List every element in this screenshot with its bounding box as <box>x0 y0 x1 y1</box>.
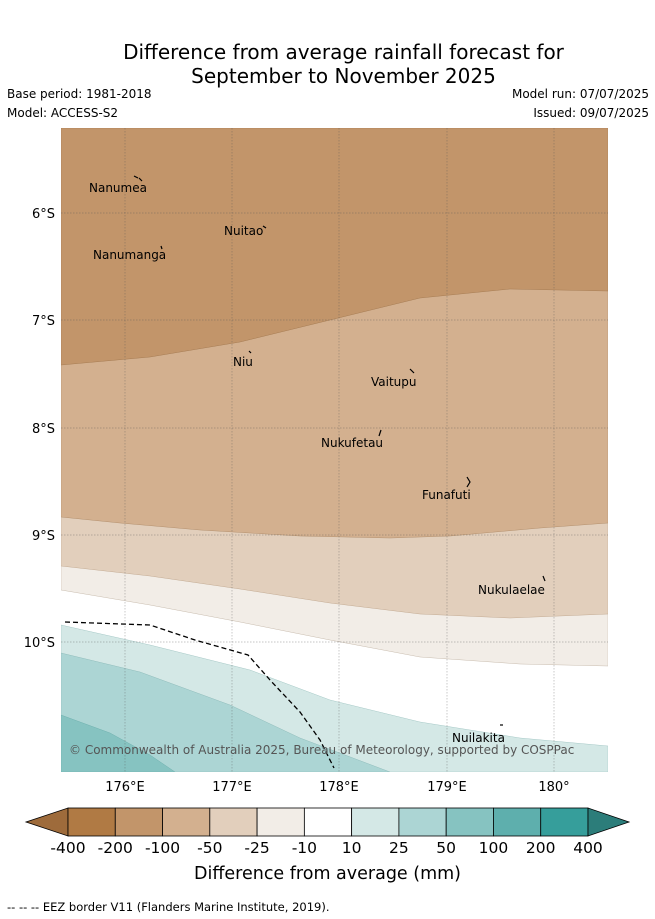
band-50-100 <box>61 714 176 772</box>
island-nuitao <box>262 225 267 229</box>
lat-label-8s: 8°S <box>32 422 55 437</box>
island-vaitupu <box>409 368 415 374</box>
lon-label-178e: 178°E <box>319 780 359 795</box>
band-25-50 <box>61 652 391 772</box>
colorbar-tick-label: -200 <box>97 839 133 857</box>
place-labels: Nanumea Nuitao Nanumanga Niu Vaitupu Nuk… <box>89 181 545 745</box>
island-niu <box>248 350 252 354</box>
map-fill-regions <box>61 128 608 772</box>
colorbar-segment <box>209 807 258 837</box>
lon-label-177e: 177°E <box>212 780 252 795</box>
colorbar-tick-label: 200 <box>525 839 556 857</box>
lon-label-179e: 179°E <box>427 780 467 795</box>
colorbar <box>24 807 631 837</box>
copyright-notice: © Commonwealth of Australia 2025, Bureau… <box>69 743 574 757</box>
model-run: Model run: 07/07/2025 <box>511 87 649 101</box>
lat-label-6s: 6°S <box>32 207 55 222</box>
colorbar-extend-high <box>587 807 631 837</box>
colorbar-tick-label: -10 <box>291 839 318 857</box>
colorbar-tick-label: 25 <box>389 839 409 857</box>
label-nukulaelae: Nukulaelae <box>478 583 545 597</box>
eez-border <box>64 621 335 769</box>
colorbar-segment <box>398 807 447 837</box>
lat-label-7s: 7°S <box>32 314 55 329</box>
label-nanumanga: Nanumanga <box>93 248 166 262</box>
colorbar-segment <box>114 807 163 837</box>
colorbar-tick-label: 50 <box>436 839 457 857</box>
colorbar-tick-label: -25 <box>244 839 270 857</box>
colorbar-segment <box>540 807 589 837</box>
island-nanumea <box>133 175 143 182</box>
model-name: Model: ACCESS-S2 <box>7 106 119 120</box>
base-period: Base period: 1981-2018 <box>7 87 152 101</box>
label-nukufetau: Nukufetau <box>321 436 383 450</box>
title-line-1: Difference from average rainfall forecas… <box>123 40 564 64</box>
colorbar-extend-low <box>24 807 69 837</box>
island-outlines <box>133 175 546 726</box>
lon-axis-labels: 176°E 177°E 178°E 179°E 180° <box>105 780 569 795</box>
island-funafuti <box>466 476 471 488</box>
label-funafuti: Funafuti <box>422 488 471 502</box>
map-title: Difference from average rainfall forecas… <box>0 40 655 88</box>
title-line-2: September to November 2025 <box>191 64 496 88</box>
label-nuilakita: Nuilakita <box>452 731 505 745</box>
label-nanumea: Nanumea <box>89 181 147 195</box>
island-nukufetau <box>378 429 382 437</box>
colorbar-tick-label: 400 <box>573 839 603 857</box>
island-nukulaelae <box>542 575 546 582</box>
colorbar-segment <box>351 807 400 837</box>
colorbar-segment <box>303 807 353 837</box>
issued-date: Issued: 09/07/2025 <box>533 106 649 120</box>
eez-footnote: -- -- -- EEZ border V11 (Flanders Marine… <box>7 900 330 914</box>
colorbar-segment <box>162 807 211 837</box>
label-niu: Niu <box>233 355 253 369</box>
graticule <box>61 128 608 772</box>
lat-axis-labels: 6°S 7°S 8°S 9°S 10°S <box>24 207 55 651</box>
colorbar-segment <box>67 807 116 837</box>
label-nuitao: Nuitao <box>224 224 263 238</box>
label-vaitupu: Vaitupu <box>371 375 417 389</box>
band-minus100-minus200 <box>61 128 608 366</box>
lon-label-180: 180° <box>538 780 569 795</box>
colorbar-tick-label: -400 <box>50 839 86 857</box>
lon-label-176e: 176°E <box>105 780 145 795</box>
colorbar-tick-label: -100 <box>144 839 181 857</box>
lat-label-9s: 9°S <box>32 529 55 544</box>
colorbar-segment <box>493 807 542 837</box>
lat-label-10s: 10°S <box>24 636 55 651</box>
colorbar-title: Difference from average (mm) <box>193 864 462 884</box>
colorbar-tick-label: 100 <box>478 839 509 857</box>
colorbar-segment <box>445 807 494 837</box>
colorbar-tick-label: 10 <box>341 839 362 857</box>
colorbar-segment <box>256 807 305 837</box>
colorbar-tick-label: -50 <box>197 839 223 857</box>
island-nanumanga <box>160 245 163 250</box>
